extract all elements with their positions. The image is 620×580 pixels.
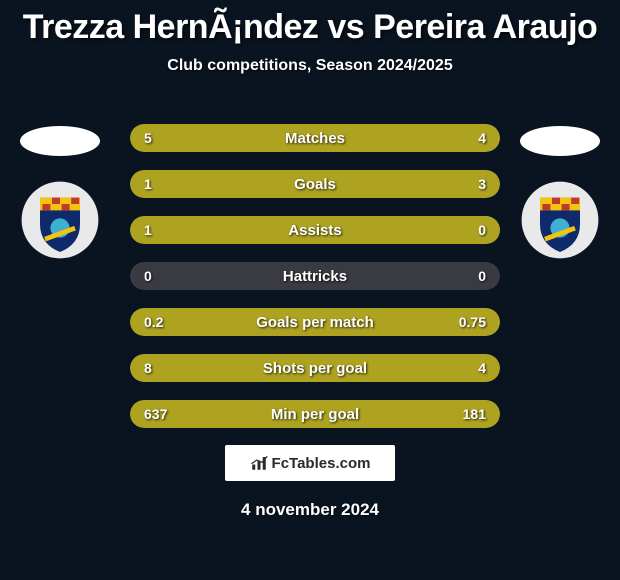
stat-row: 637181Min per goal [130,400,500,428]
date-label: 4 november 2024 [0,500,620,520]
footer-logo: FcTables.com [225,445,395,481]
stat-bar-fill-left [130,308,204,336]
stat-row: 10Assists [130,216,500,244]
page-title: Trezza HernÃ¡ndez vs Pereira Araujo [0,0,620,47]
stat-bar-fill-left [130,400,419,428]
player-placeholder-left-icon [20,126,100,156]
club-crest-right-icon [520,180,600,260]
stat-bar-fill-left [130,354,374,382]
stat-bar-track [130,262,500,290]
stat-row: 0.20.75Goals per match [130,308,500,336]
stat-bar-fill-right [211,170,500,198]
player-placeholder-right-icon [520,126,600,156]
stat-bar-fill-left [130,170,211,198]
stat-row: 84Shots per goal [130,354,500,382]
stat-bar-fill-left [130,216,500,244]
stat-bar-fill-right [374,354,500,382]
page-subtitle: Club competitions, Season 2024/2025 [0,57,620,75]
club-crest-left-icon [20,180,100,260]
stat-bar-fill-right [204,308,500,336]
footer-logo-text: FcTables.com [272,455,371,472]
stat-bar-fill-right [419,400,500,428]
chart-icon [250,454,268,472]
stat-row: 54Matches [130,124,500,152]
stat-row: 13Goals [130,170,500,198]
stat-bar-fill-left [130,124,315,152]
stats-bars: 54Matches 13Goals 10Assists 00Hattricks 0.20… [130,124,500,446]
stat-bar-fill-right [315,124,500,152]
stat-row: 00Hattricks [130,262,500,290]
